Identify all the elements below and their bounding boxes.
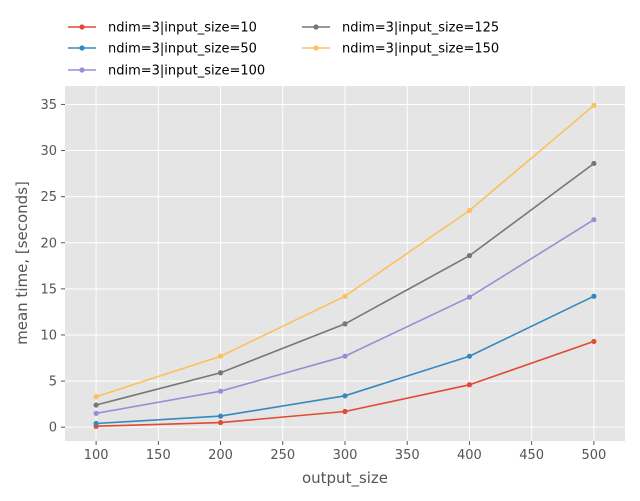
y-tick-label: 15	[40, 282, 57, 297]
data-point	[217, 353, 224, 359]
x-tick-label: 500	[581, 448, 606, 463]
series-3	[93, 160, 597, 408]
legend-marker	[79, 24, 85, 30]
data-point	[591, 338, 597, 345]
legend-label: ndim=3|input_size=10	[108, 21, 257, 36]
data-point	[342, 353, 348, 359]
data-point	[93, 410, 99, 416]
series-lines	[93, 102, 597, 429]
data-point	[217, 388, 224, 394]
data-point	[466, 382, 473, 388]
legend-label: ndim=3|input_size=50	[108, 42, 257, 57]
data-point	[217, 419, 224, 426]
data-point	[466, 294, 473, 300]
x-tick-label: 350	[395, 448, 420, 463]
legend-marker	[313, 24, 319, 30]
data-point	[591, 160, 597, 167]
legend-marker	[79, 45, 85, 51]
legend-item: ndim=3|input_size=150	[302, 42, 499, 57]
legend-item: ndim=3|input_size=10	[68, 21, 257, 36]
legend-item: ndim=3|input_size=50	[68, 42, 257, 57]
x-tick-label: 100	[84, 448, 109, 463]
data-point	[217, 370, 224, 376]
data-point	[217, 413, 224, 419]
x-tick-label: 150	[146, 448, 171, 463]
x-tick-label: 300	[333, 448, 358, 463]
x-tick-label: 250	[270, 448, 295, 463]
x-tick-label: 200	[208, 448, 233, 463]
data-point	[591, 102, 597, 108]
y-axis-label: mean time, [seconds]	[13, 181, 31, 345]
data-point	[591, 217, 597, 223]
legend-label: ndim=3|input_size=150	[342, 42, 499, 57]
grid-lines	[65, 86, 625, 441]
data-point	[93, 420, 99, 427]
data-point	[342, 293, 348, 299]
x-tick-label: 400	[457, 448, 482, 463]
data-point	[466, 207, 473, 214]
series-4	[93, 102, 597, 400]
y-tick-label: 20	[40, 236, 57, 251]
legend-item: ndim=3|input_size=125	[302, 21, 499, 36]
y-tick-label: 5	[49, 375, 57, 390]
x-axis-label: output_size	[302, 469, 388, 488]
data-point	[93, 402, 99, 408]
legend: ndim=3|input_size=10 ndim=3|input_size=50…	[68, 21, 499, 79]
legend-marker	[313, 45, 319, 51]
y-tick-label: 25	[40, 190, 57, 205]
legend-marker	[79, 67, 85, 73]
data-point	[466, 253, 473, 259]
data-point	[342, 393, 348, 399]
y-tick-label: 35	[40, 98, 57, 113]
data-point	[93, 394, 99, 400]
legend-label: ndim=3|input_size=125	[342, 21, 499, 36]
data-point	[342, 321, 348, 327]
series-2	[93, 217, 597, 416]
x-tick-label: 450	[519, 448, 544, 463]
data-point	[466, 353, 473, 359]
y-tick-label: 30	[40, 144, 57, 159]
x-axis-ticks: 100 150 200 250 300 350 400 450 500	[84, 441, 606, 463]
legend-item: ndim=3|input_size=100	[68, 64, 265, 79]
data-point	[591, 293, 597, 299]
y-axis-ticks: 0 5 10 15 20 25 30 35	[40, 98, 65, 436]
data-point	[342, 408, 348, 415]
series-1	[93, 293, 597, 427]
y-tick-label: 0	[49, 421, 57, 436]
y-tick-label: 10	[40, 328, 57, 343]
legend-label: ndim=3|input_size=100	[108, 64, 265, 79]
